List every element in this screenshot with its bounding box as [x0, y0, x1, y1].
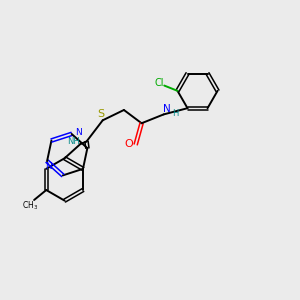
Text: Cl: Cl [154, 78, 164, 88]
Text: H: H [172, 109, 178, 118]
Text: N: N [163, 104, 170, 114]
Text: CH$_3$: CH$_3$ [22, 199, 39, 211]
Text: N: N [45, 162, 52, 171]
Text: S: S [98, 110, 105, 119]
Text: NH: NH [68, 136, 80, 146]
Text: N: N [75, 128, 82, 137]
Text: O: O [124, 140, 133, 149]
